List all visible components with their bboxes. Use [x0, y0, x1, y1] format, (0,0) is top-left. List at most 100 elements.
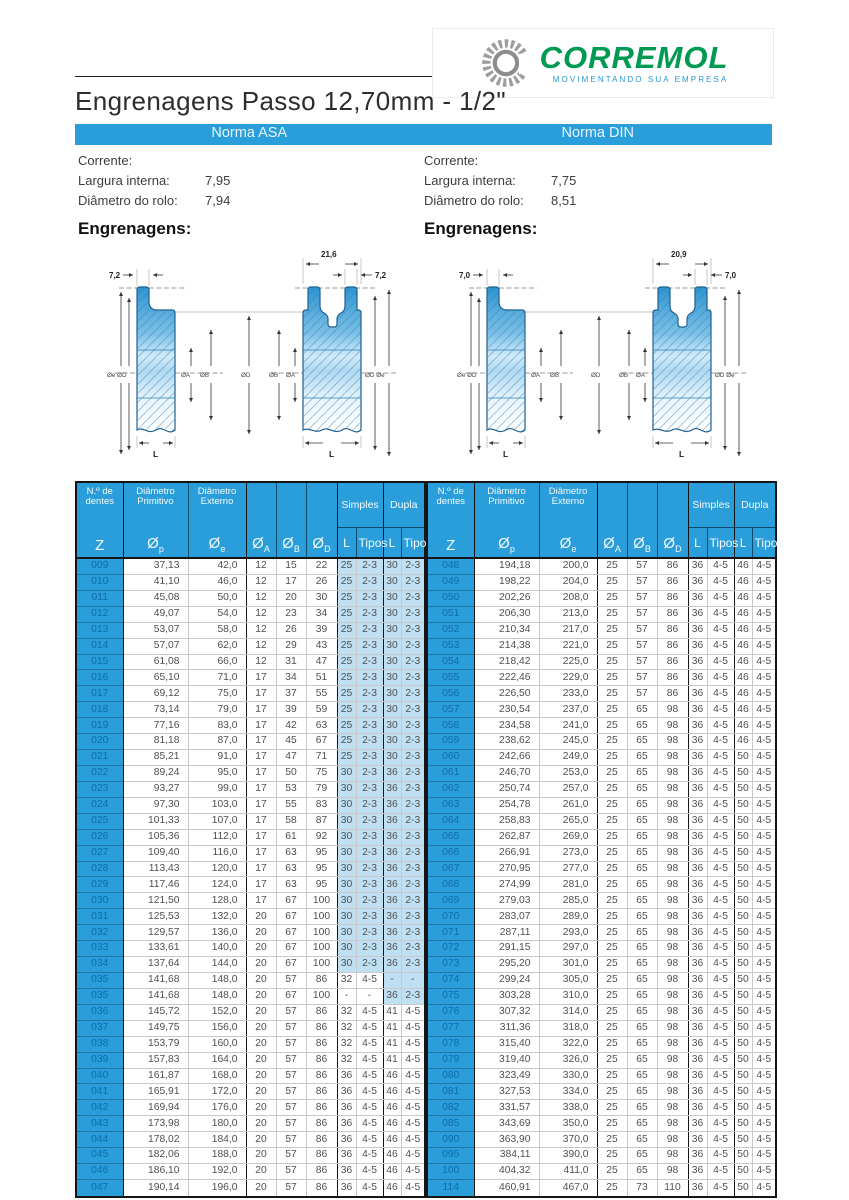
- value-cell: 86: [656, 637, 689, 655]
- value-cell: 32: [336, 1019, 357, 1037]
- value-cell: 4-5: [706, 796, 735, 814]
- value-cell: 17: [245, 860, 277, 878]
- z-cell: 075: [426, 987, 475, 1005]
- value-cell: 4-5: [355, 1147, 384, 1165]
- value-cell: 32: [336, 1035, 357, 1053]
- value-cell: 4-5: [751, 940, 777, 958]
- z-cell: 046: [75, 1163, 124, 1180]
- value-cell: 2-3: [355, 796, 384, 814]
- value-cell: 25: [336, 701, 357, 719]
- value-cell: 46: [733, 589, 753, 607]
- value-cell: 65: [626, 844, 658, 862]
- value-cell: 4-5: [400, 1099, 426, 1117]
- value-cell: 265,0: [538, 812, 598, 830]
- value-cell: 73,14: [122, 701, 189, 719]
- z-cell: 070: [426, 908, 475, 926]
- value-cell: 4-5: [751, 892, 777, 910]
- value-cell: 25: [336, 669, 357, 687]
- value-cell: 69,12: [122, 685, 189, 703]
- value-cell: 2-3: [400, 573, 426, 591]
- group-simples: Simples: [687, 481, 735, 528]
- table-row: 036 145,72 152,0 20 57 86 32 4-5 41 4-5: [75, 1003, 426, 1021]
- value-cell: 36: [687, 1115, 708, 1133]
- value-cell: 30: [336, 876, 357, 894]
- value-cell: 50: [733, 1115, 753, 1133]
- value-cell: 4-5: [706, 605, 735, 623]
- value-cell: 25: [596, 605, 628, 623]
- table-row: 009 37,13 42,0 12 15 22 25 2-3 30 2-3: [75, 557, 426, 575]
- value-cell: 4-5: [400, 1083, 426, 1101]
- value-cell: 149,75: [122, 1019, 189, 1037]
- value-cell: 4-5: [355, 1003, 384, 1021]
- value-cell: 20: [245, 1178, 277, 1198]
- value-cell: 86: [305, 1019, 338, 1037]
- value-cell: 86: [305, 1003, 338, 1021]
- table-row: 026 105,36 112,0 17 61 92 30 2-3 36 2-3: [75, 828, 426, 846]
- value-cell: 30: [382, 605, 402, 623]
- value-cell: 141,68: [122, 972, 189, 989]
- value-cell: 22: [305, 557, 338, 575]
- value-cell: 4-5: [751, 733, 777, 751]
- value-cell: 30: [382, 701, 402, 719]
- value-cell: 36: [687, 637, 708, 655]
- value-cell: 98: [656, 780, 689, 798]
- value-cell: 25: [336, 749, 357, 767]
- value-cell: 98: [656, 972, 689, 989]
- value-cell: 65: [626, 908, 658, 926]
- spec-block-din: Corrente: Largura interna: 7,75 Diâmetro…: [424, 150, 754, 239]
- value-cell: 36: [382, 956, 402, 973]
- z-cell: 014: [75, 637, 124, 655]
- value-cell: 4-5: [400, 1003, 426, 1021]
- z-cell: 049: [426, 573, 475, 591]
- value-cell: 4-5: [706, 1067, 735, 1085]
- value-cell: 230,54: [473, 701, 540, 719]
- value-cell: 4-5: [400, 1035, 426, 1053]
- value-cell: 65: [626, 812, 658, 830]
- value-cell: 160,0: [187, 1035, 247, 1053]
- z-cell: 085: [426, 1115, 475, 1133]
- value-cell: 95: [305, 844, 338, 862]
- table-row: 073 295,20 301,0 25 65 98 36 4-5 50 4-5: [426, 956, 777, 973]
- value-cell: 4-5: [751, 1083, 777, 1101]
- value-cell: 98: [656, 1131, 689, 1149]
- value-cell: 67: [275, 892, 307, 910]
- value-cell: 86: [305, 1163, 338, 1180]
- value-cell: 411,0: [538, 1163, 598, 1180]
- value-cell: 4-5: [706, 987, 735, 1005]
- value-cell: 98: [656, 1067, 689, 1085]
- z-cell: 011: [75, 589, 124, 607]
- value-cell: 305,0: [538, 972, 598, 989]
- value-cell: 194,18: [473, 557, 540, 575]
- value-cell: 2-3: [400, 876, 426, 894]
- value-cell: 20: [245, 1083, 277, 1101]
- table-row: 043 173,98 180,0 20 57 86 36 4-5 46 4-5: [75, 1115, 426, 1133]
- value-cell: 4-5: [355, 1163, 384, 1180]
- top-rule: [75, 76, 432, 77]
- label-l-single: L: [153, 449, 158, 459]
- value-cell: 36: [382, 828, 402, 846]
- value-cell: 107,0: [187, 812, 247, 830]
- table-row: 042 169,94 176,0 20 57 86 36 4-5 46 4-5: [75, 1099, 426, 1117]
- value-cell: 57: [626, 637, 658, 655]
- value-cell: 384,11: [473, 1147, 540, 1165]
- label-l-double: L: [329, 449, 334, 459]
- value-cell: 4-5: [706, 749, 735, 767]
- value-cell: 31: [275, 653, 307, 671]
- value-cell: 4-5: [706, 1035, 735, 1053]
- value-cell: 30: [382, 717, 402, 735]
- value-cell: 334,0: [538, 1083, 598, 1101]
- value-cell: 4-5: [751, 1003, 777, 1021]
- value-cell: 65: [626, 765, 658, 782]
- value-cell: 4-5: [751, 765, 777, 782]
- value-cell: 36: [687, 669, 708, 687]
- value-cell: 79,0: [187, 701, 247, 719]
- value-cell: 65: [626, 860, 658, 878]
- table-row: 061 246,70 253,0 25 65 98 36 4-5 50 4-5: [426, 765, 777, 782]
- value-cell: 233,0: [538, 685, 598, 703]
- value-cell: 65: [626, 987, 658, 1005]
- value-cell: 25: [336, 621, 357, 639]
- z-cell: 076: [426, 1003, 475, 1021]
- value-cell: 30: [382, 557, 402, 575]
- value-cell: 86: [305, 1131, 338, 1149]
- col-tipos-simples: Tipos: [706, 527, 738, 559]
